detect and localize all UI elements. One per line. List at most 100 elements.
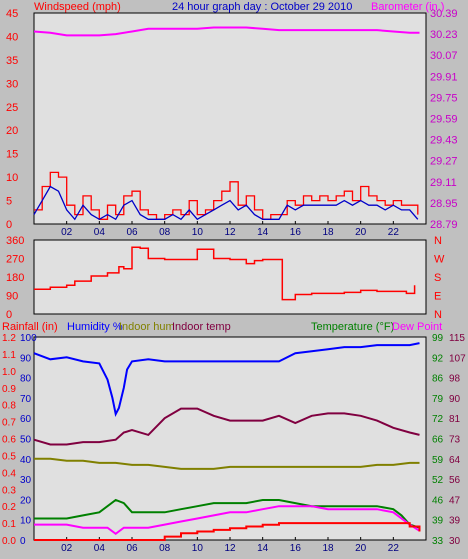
x-tick-label: 20 xyxy=(355,543,367,554)
x-tick-label: 18 xyxy=(322,543,334,554)
humidity-title: Humidity % xyxy=(67,321,123,333)
windspeed-tick-label: 40 xyxy=(6,31,18,43)
x-tick-label: 18 xyxy=(322,227,334,238)
humidity-tick-label: 10 xyxy=(20,516,32,527)
indoor-temp-title: Indoor temp xyxy=(172,321,231,333)
temperature-tick-label: 39 xyxy=(432,516,444,527)
temperature-tick-label: 79 xyxy=(432,394,444,405)
direction-tick-label: 270 xyxy=(6,254,24,266)
x-tick-label: 10 xyxy=(192,543,204,554)
humidity-tick-label: 80 xyxy=(20,374,32,385)
x-tick-label: 16 xyxy=(290,543,302,554)
chart-marks: 0 5 10 15 20 25 30 35 40 45 28.79 28.95 29.11 29.27 29… xyxy=(2,8,466,554)
x-tick-label: 12 xyxy=(224,543,236,554)
barometer-tick-label: 28.79 xyxy=(430,219,458,231)
x-tick-label: 06 xyxy=(126,543,138,554)
x-tick-label: 14 xyxy=(257,227,269,238)
wind-plot-area xyxy=(33,12,427,225)
barometer-tick-label: 29.75 xyxy=(430,92,458,104)
x-tick-label: 22 xyxy=(388,227,400,238)
temperature-tick-label: 86 xyxy=(432,374,444,385)
temperature-tick-label: 66 xyxy=(432,435,444,446)
rainfall-tick-label: 1.0 xyxy=(2,367,16,378)
wind-gust-line xyxy=(34,171,419,220)
humidity-line xyxy=(33,342,420,418)
rainfall-tick-label: 0.9 xyxy=(2,384,16,395)
barometer-title: Barometer (in.) xyxy=(371,1,444,13)
temperature-title: Temperature (°F) xyxy=(311,321,394,333)
humidity-tick-label: 90 xyxy=(20,353,32,364)
rainfall-line xyxy=(34,522,421,541)
humidity-tick-label: 70 xyxy=(20,394,32,405)
x-tick-label: 12 xyxy=(224,227,236,238)
temperature-tick-label: 52 xyxy=(432,475,444,486)
direction-tick-label: 180 xyxy=(6,272,24,284)
indoor-hum-title: Indoor hum xyxy=(119,321,175,333)
dew-point-line xyxy=(34,505,421,536)
barometer-tick-label: 29.11 xyxy=(430,177,457,189)
indoor-temp-tick-label: 107 xyxy=(449,353,466,364)
windspeed-tick-label: 45 xyxy=(6,8,18,20)
compass-tick-label: W xyxy=(434,254,445,266)
windspeed-tick-label: 15 xyxy=(6,149,18,161)
direction-tick-label: 90 xyxy=(6,291,18,303)
rainfall-tick-label: 0.4 xyxy=(2,468,16,479)
x-tick-label: 08 xyxy=(159,227,171,238)
windspeed-tick-label: 10 xyxy=(6,172,18,184)
humidity-tick-label: 20 xyxy=(20,495,32,506)
temperature-tick-label: 92 xyxy=(432,353,444,364)
indoor-temp-tick-label: 73 xyxy=(449,435,461,446)
direction-tick-label: 360 xyxy=(6,235,24,247)
rainfall-tick-label: 0.2 xyxy=(2,502,16,513)
barometer-tick-label: 30.39 xyxy=(430,8,458,20)
indoor-temp-tick-label: 30 xyxy=(449,536,461,547)
x-tick-label: 20 xyxy=(355,227,367,238)
dew-point-title: Dew Point xyxy=(392,321,442,333)
direction-tick-label: 0 xyxy=(6,309,12,321)
compass-tick-label: N xyxy=(434,309,442,321)
windspeed-tick-label: 35 xyxy=(6,55,18,67)
windspeed-title: Windspeed (mph) xyxy=(34,1,121,13)
x-tick-label: 06 xyxy=(126,227,138,238)
barometer-tick-label: 30.07 xyxy=(430,50,458,62)
barometer-line xyxy=(33,26,420,37)
compass-tick-label: N xyxy=(434,235,442,247)
barometer-tick-label: 29.91 xyxy=(430,71,458,83)
windspeed-tick-label: 30 xyxy=(6,78,18,90)
indoor-temp-tick-label: 64 xyxy=(449,455,461,466)
windspeed-tick-label: 25 xyxy=(6,102,18,114)
wind-avg-line xyxy=(33,185,419,221)
rainfall-tick-label: 0.0 xyxy=(2,536,16,547)
windspeed-tick-label: 0 xyxy=(6,219,12,231)
temperature-tick-label: 72 xyxy=(432,414,444,425)
barometer-tick-label: 30.23 xyxy=(430,29,458,41)
x-tick-label: 10 xyxy=(192,227,204,238)
x-tick-label: 02 xyxy=(61,543,73,554)
indoor-temp-tick-label: 56 xyxy=(449,475,461,486)
x-tick-label: 14 xyxy=(257,543,269,554)
rainfall-tick-label: 0.6 xyxy=(2,435,16,446)
compass-tick-label: E xyxy=(434,291,441,303)
temperature-tick-label: 46 xyxy=(432,495,444,506)
indoor-temp-tick-label: 90 xyxy=(449,394,461,405)
rainfall-tick-label: 0.3 xyxy=(2,485,16,496)
rainfall-tick-label: 0.8 xyxy=(2,401,16,412)
rainfall-tick-label: 1.2 xyxy=(2,333,16,344)
barometer-tick-label: 29.43 xyxy=(430,135,458,147)
direction-plot-area xyxy=(33,239,427,315)
temperature-tick-label: 59 xyxy=(432,455,444,466)
rainfall-tick-label: 0.5 xyxy=(2,451,16,462)
wind-direction-line xyxy=(34,246,416,301)
rainfall-tick-label: 0.7 xyxy=(2,418,16,429)
x-tick-label: 16 xyxy=(290,227,302,238)
indoor-temp-tick-label: 81 xyxy=(449,414,461,425)
humidity-tick-label: 0 xyxy=(20,536,26,547)
humidity-tick-label: 60 xyxy=(20,414,32,425)
compass-tick-label: S xyxy=(434,272,441,284)
indoor-temp-line xyxy=(33,407,420,446)
x-tick-label: 04 xyxy=(94,227,106,238)
rainfall-tick-label: 0.1 xyxy=(2,519,16,530)
rainfall-tick-label: 1.1 xyxy=(2,350,16,361)
x-tick-label: 04 xyxy=(94,543,106,554)
